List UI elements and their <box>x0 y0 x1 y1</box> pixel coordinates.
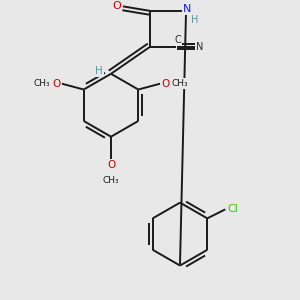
Text: N: N <box>196 42 203 52</box>
Text: CH₃: CH₃ <box>172 79 189 88</box>
Text: O: O <box>112 2 121 11</box>
Text: O: O <box>107 160 115 170</box>
Text: Cl: Cl <box>227 204 238 214</box>
Text: H: H <box>191 15 198 25</box>
Text: C: C <box>174 35 181 45</box>
Text: CH₃: CH₃ <box>103 176 119 185</box>
Text: O: O <box>52 79 61 88</box>
Text: N: N <box>183 4 192 14</box>
Text: H: H <box>95 66 103 76</box>
Text: CH₃: CH₃ <box>33 79 50 88</box>
Text: O: O <box>161 79 170 88</box>
